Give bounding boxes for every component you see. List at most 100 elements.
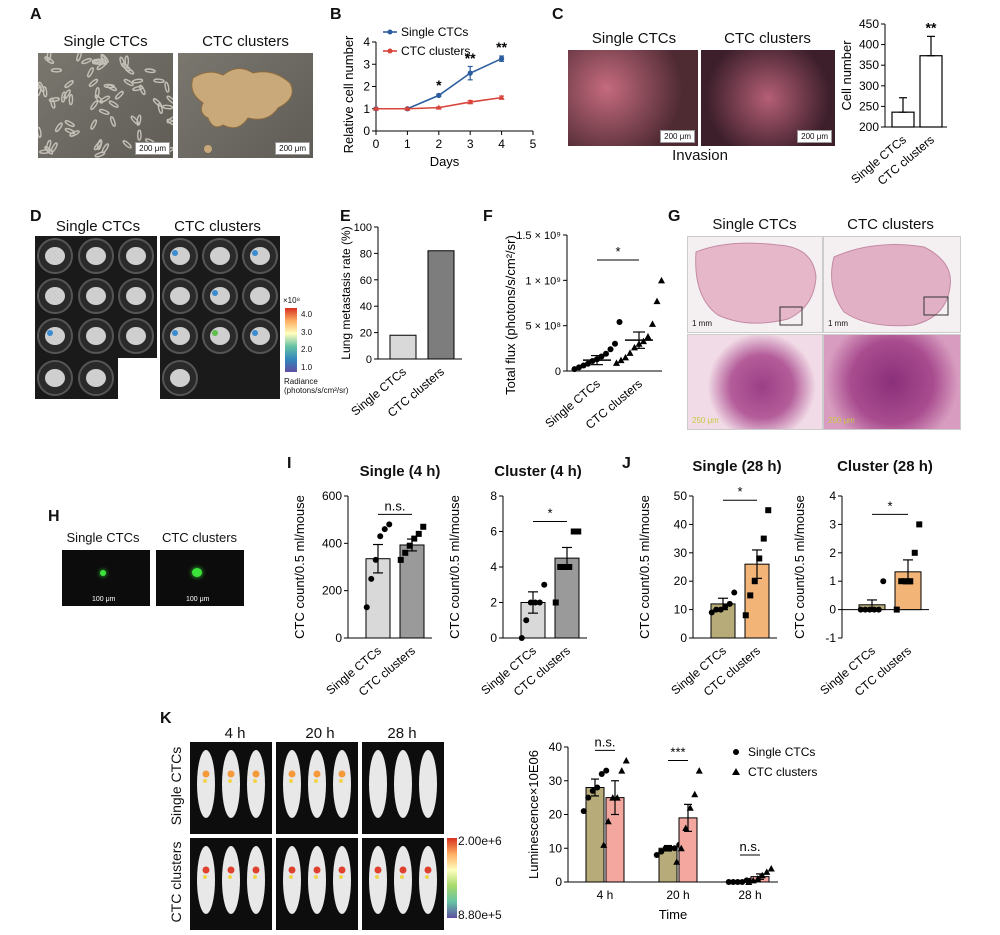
- x-axis-title: Time: [659, 907, 687, 922]
- lung-tissue: [86, 287, 106, 305]
- y-tick-label: 80: [360, 248, 372, 260]
- data-point: [585, 360, 591, 367]
- single-ctcs-micrograph: 200 μm: [38, 53, 173, 158]
- cell-shape: [68, 93, 74, 106]
- k-row-label-cluster: CTC clusters: [168, 841, 184, 923]
- data-point: [722, 603, 729, 610]
- y-axis-title: Relative cell number: [341, 35, 356, 153]
- y-tick-label: 100: [354, 222, 372, 234]
- ctc-clusters-micrograph: 200 μm: [178, 53, 313, 158]
- cell-shape: [49, 97, 56, 109]
- data-point: [747, 592, 754, 599]
- legend-label: CTC clusters: [748, 765, 817, 779]
- y-tick-label: 350: [859, 58, 879, 72]
- lung-tissue: [250, 287, 270, 305]
- data-point: [600, 841, 608, 848]
- panel-i-left-title: Single (4 h): [359, 463, 441, 480]
- colorbar-min: 8.80e+5: [458, 908, 502, 922]
- cell-shape: [42, 86, 48, 98]
- lung-tissue: [170, 327, 190, 345]
- y-tick-label: 1 × 10⁹: [525, 275, 561, 287]
- luminescence-spot: [400, 875, 404, 879]
- cell-shape: [46, 53, 52, 61]
- bar: [585, 787, 605, 883]
- panel-a-left-title: Single CTCs: [63, 33, 148, 50]
- y-tick-label: 10: [674, 603, 688, 617]
- cell-shape: [161, 104, 173, 110]
- mouse-body: [369, 750, 387, 818]
- x-tick-label: 20 h: [666, 888, 689, 902]
- data-point: [649, 320, 656, 327]
- data-point: [617, 356, 625, 364]
- data-point: [763, 868, 771, 875]
- y-tick-label: 0: [490, 631, 497, 645]
- legend-marker: [387, 29, 393, 35]
- y-tick-label: 50: [674, 489, 688, 503]
- y-tick-label: 400: [859, 38, 879, 52]
- data-point: [372, 556, 379, 563]
- mouse-imaging-grid: [190, 742, 444, 930]
- data-point: [518, 635, 525, 641]
- mouse-body: [283, 750, 301, 818]
- data-point: [640, 337, 647, 345]
- data-point: [739, 879, 746, 885]
- data-point: [603, 350, 609, 357]
- luminescence-spot: [339, 779, 343, 783]
- cell-shape: [44, 56, 55, 64]
- mouse-body: [333, 846, 351, 914]
- data-point: [880, 578, 887, 585]
- luminescence-colorbar: [447, 838, 457, 918]
- cell-shape: [38, 85, 42, 97]
- data-point: [758, 871, 766, 879]
- colorbar-max: 2.00e+6: [458, 834, 502, 848]
- green-cluster-dot: [192, 568, 202, 577]
- y-tick-label: 0: [829, 603, 836, 617]
- data-point: [916, 521, 923, 528]
- cell-shape: [123, 78, 134, 87]
- luminescence-spot: [228, 779, 232, 783]
- y-axis-title: CTC count/0.5 ml/mouse: [292, 495, 307, 639]
- data-point: [373, 105, 379, 111]
- cell-shape: [54, 122, 63, 133]
- luminescence-spot: [399, 866, 407, 874]
- colorbar-tick: 1.0: [301, 362, 313, 372]
- y-tick-label: 40: [549, 740, 563, 754]
- panel-label-i: I: [287, 455, 292, 472]
- luminescence-spot: [288, 866, 296, 874]
- colorbar-exponent: ×10⁸: [283, 296, 300, 305]
- bar: [389, 334, 417, 360]
- cell-shape: [132, 85, 144, 92]
- panel-label-b: B: [330, 6, 342, 23]
- mouse-body: [419, 750, 437, 818]
- y-tick-label: 30: [549, 774, 563, 788]
- bar: [399, 544, 425, 639]
- cell-shape: [144, 68, 156, 74]
- lung-tissue: [86, 369, 106, 387]
- cell-shape: [93, 140, 103, 151]
- x-tick-label: 2: [435, 137, 442, 151]
- data-point: [730, 879, 737, 885]
- cell-shape: [90, 100, 99, 111]
- y-tick-label: 6: [490, 525, 497, 539]
- significance-label: *: [887, 498, 892, 513]
- data-point: [415, 530, 422, 537]
- data-point: [613, 794, 621, 801]
- lung-tissue: [210, 247, 230, 265]
- data-point: [523, 617, 530, 624]
- cell-shape: [38, 126, 42, 139]
- bioluminescence-spot: [172, 330, 178, 336]
- data-point: [875, 606, 882, 613]
- data-point: [673, 858, 681, 865]
- mouse-body: [419, 846, 437, 914]
- x-tick-label: 4: [498, 137, 505, 151]
- cell-shape: [87, 67, 94, 78]
- data-point: [862, 606, 869, 613]
- panel-label-c: C: [552, 6, 564, 23]
- lung-tissue: [170, 287, 190, 305]
- data-point: [580, 362, 587, 369]
- data-point: [532, 599, 539, 606]
- y-tick-label: 20: [360, 328, 372, 340]
- panel-label-k: K: [160, 710, 172, 727]
